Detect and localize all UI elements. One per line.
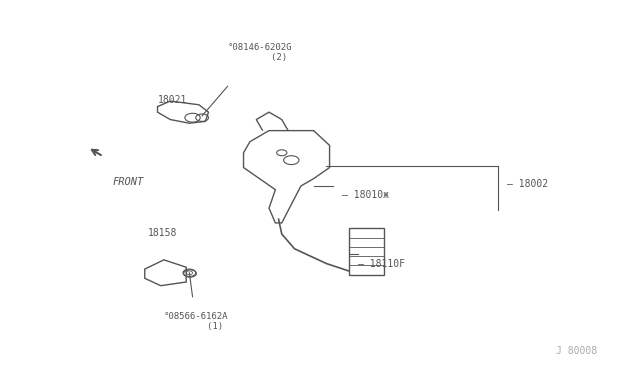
Text: 18021: 18021 <box>157 95 187 105</box>
Text: °08566-6162A
        (1): °08566-6162A (1) <box>164 311 228 331</box>
Text: — 18002: — 18002 <box>507 179 548 189</box>
Text: 18158: 18158 <box>148 228 177 238</box>
Text: FRONT: FRONT <box>113 177 144 187</box>
Text: — 18110F: — 18110F <box>358 259 405 269</box>
Text: — 18010ж: — 18010ж <box>342 190 389 200</box>
Text: °08146-6202G
        (2): °08146-6202G (2) <box>228 43 292 62</box>
Text: J 80008: J 80008 <box>556 346 597 356</box>
